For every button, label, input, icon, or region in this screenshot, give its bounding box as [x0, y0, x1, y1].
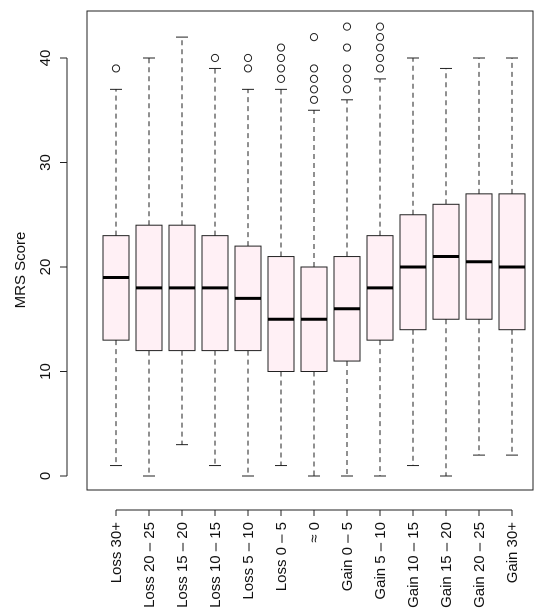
iqr-box — [498, 193, 526, 331]
outlier-point — [111, 64, 121, 73]
box-group — [399, 57, 427, 467]
iqr-box — [399, 214, 427, 331]
outlier-point — [375, 53, 385, 63]
x-tick-label: Gain 0 – 5 — [339, 522, 356, 591]
outlier-point — [276, 43, 286, 52]
box-group — [234, 53, 262, 477]
outlier-point — [243, 53, 253, 63]
outlier-point — [210, 53, 220, 63]
box-group — [465, 57, 493, 456]
x-tick-label: Gain 5 – 10 — [372, 522, 389, 600]
outlier-point — [276, 53, 286, 63]
x-tick-label: Gain 30+ — [504, 522, 521, 584]
outlier-point — [342, 64, 352, 73]
plot-frame — [86, 10, 534, 491]
box-group — [135, 57, 163, 477]
outlier-point — [276, 64, 286, 73]
outlier-point — [342, 43, 352, 52]
x-tick-label: Gain 10 – 15 — [405, 522, 422, 608]
y-axis: 0 10 20 30 40 — [37, 50, 68, 480]
y-tick-label: 30 — [37, 154, 54, 171]
box-group — [267, 43, 295, 467]
y-tick-label: 40 — [37, 50, 54, 67]
y-tick-label: 0 — [37, 472, 54, 480]
box-group — [201, 53, 229, 467]
x-tick-label: Loss 0 – 5 — [273, 522, 290, 591]
box-group — [300, 33, 328, 477]
box-group — [102, 64, 130, 467]
x-axis: Loss 30+ Loss 20 – 25 Loss 15 – 20 Loss 10 … — [108, 509, 521, 608]
box-group — [333, 22, 361, 477]
box-group — [432, 67, 460, 477]
x-tick-label: Loss 10 – 15 — [207, 522, 224, 608]
iqr-box — [201, 235, 229, 352]
outlier-point — [243, 64, 253, 73]
x-tick-label: Gain 20 – 25 — [471, 522, 488, 608]
outlier-point — [309, 33, 319, 42]
x-tick-label: Loss 30+ — [108, 522, 125, 584]
x-tick-label: ≈ 0 — [306, 522, 323, 543]
outlier-point — [309, 74, 319, 84]
iqr-box — [102, 235, 130, 341]
outlier-point — [342, 22, 352, 31]
box-group — [498, 57, 526, 456]
x-tick-label: Gain 15 – 20 — [438, 522, 455, 608]
outlier-point — [375, 22, 385, 31]
outlier-point — [276, 74, 286, 84]
outlier-point — [309, 95, 319, 104]
y-axis-label: MRS Score — [12, 232, 29, 309]
x-tick-label: Loss 15 – 20 — [174, 522, 191, 608]
outlier-point — [342, 85, 352, 94]
x-tick-label: Loss 20 – 25 — [141, 522, 158, 608]
box-group — [366, 22, 394, 477]
box-group — [168, 36, 196, 446]
boxes — [102, 22, 526, 477]
outlier-point — [375, 43, 385, 52]
y-tick-label: 20 — [37, 259, 54, 276]
iqr-box — [267, 256, 295, 372]
outlier-point — [309, 64, 319, 73]
outlier-point — [375, 33, 385, 42]
outlier-point — [342, 74, 352, 84]
y-tick-label: 10 — [37, 363, 54, 380]
iqr-box — [432, 203, 460, 320]
outlier-point — [309, 85, 319, 94]
iqr-box — [465, 193, 493, 320]
outlier-point — [375, 64, 385, 73]
x-tick-label: Loss 5 – 10 — [240, 522, 257, 600]
